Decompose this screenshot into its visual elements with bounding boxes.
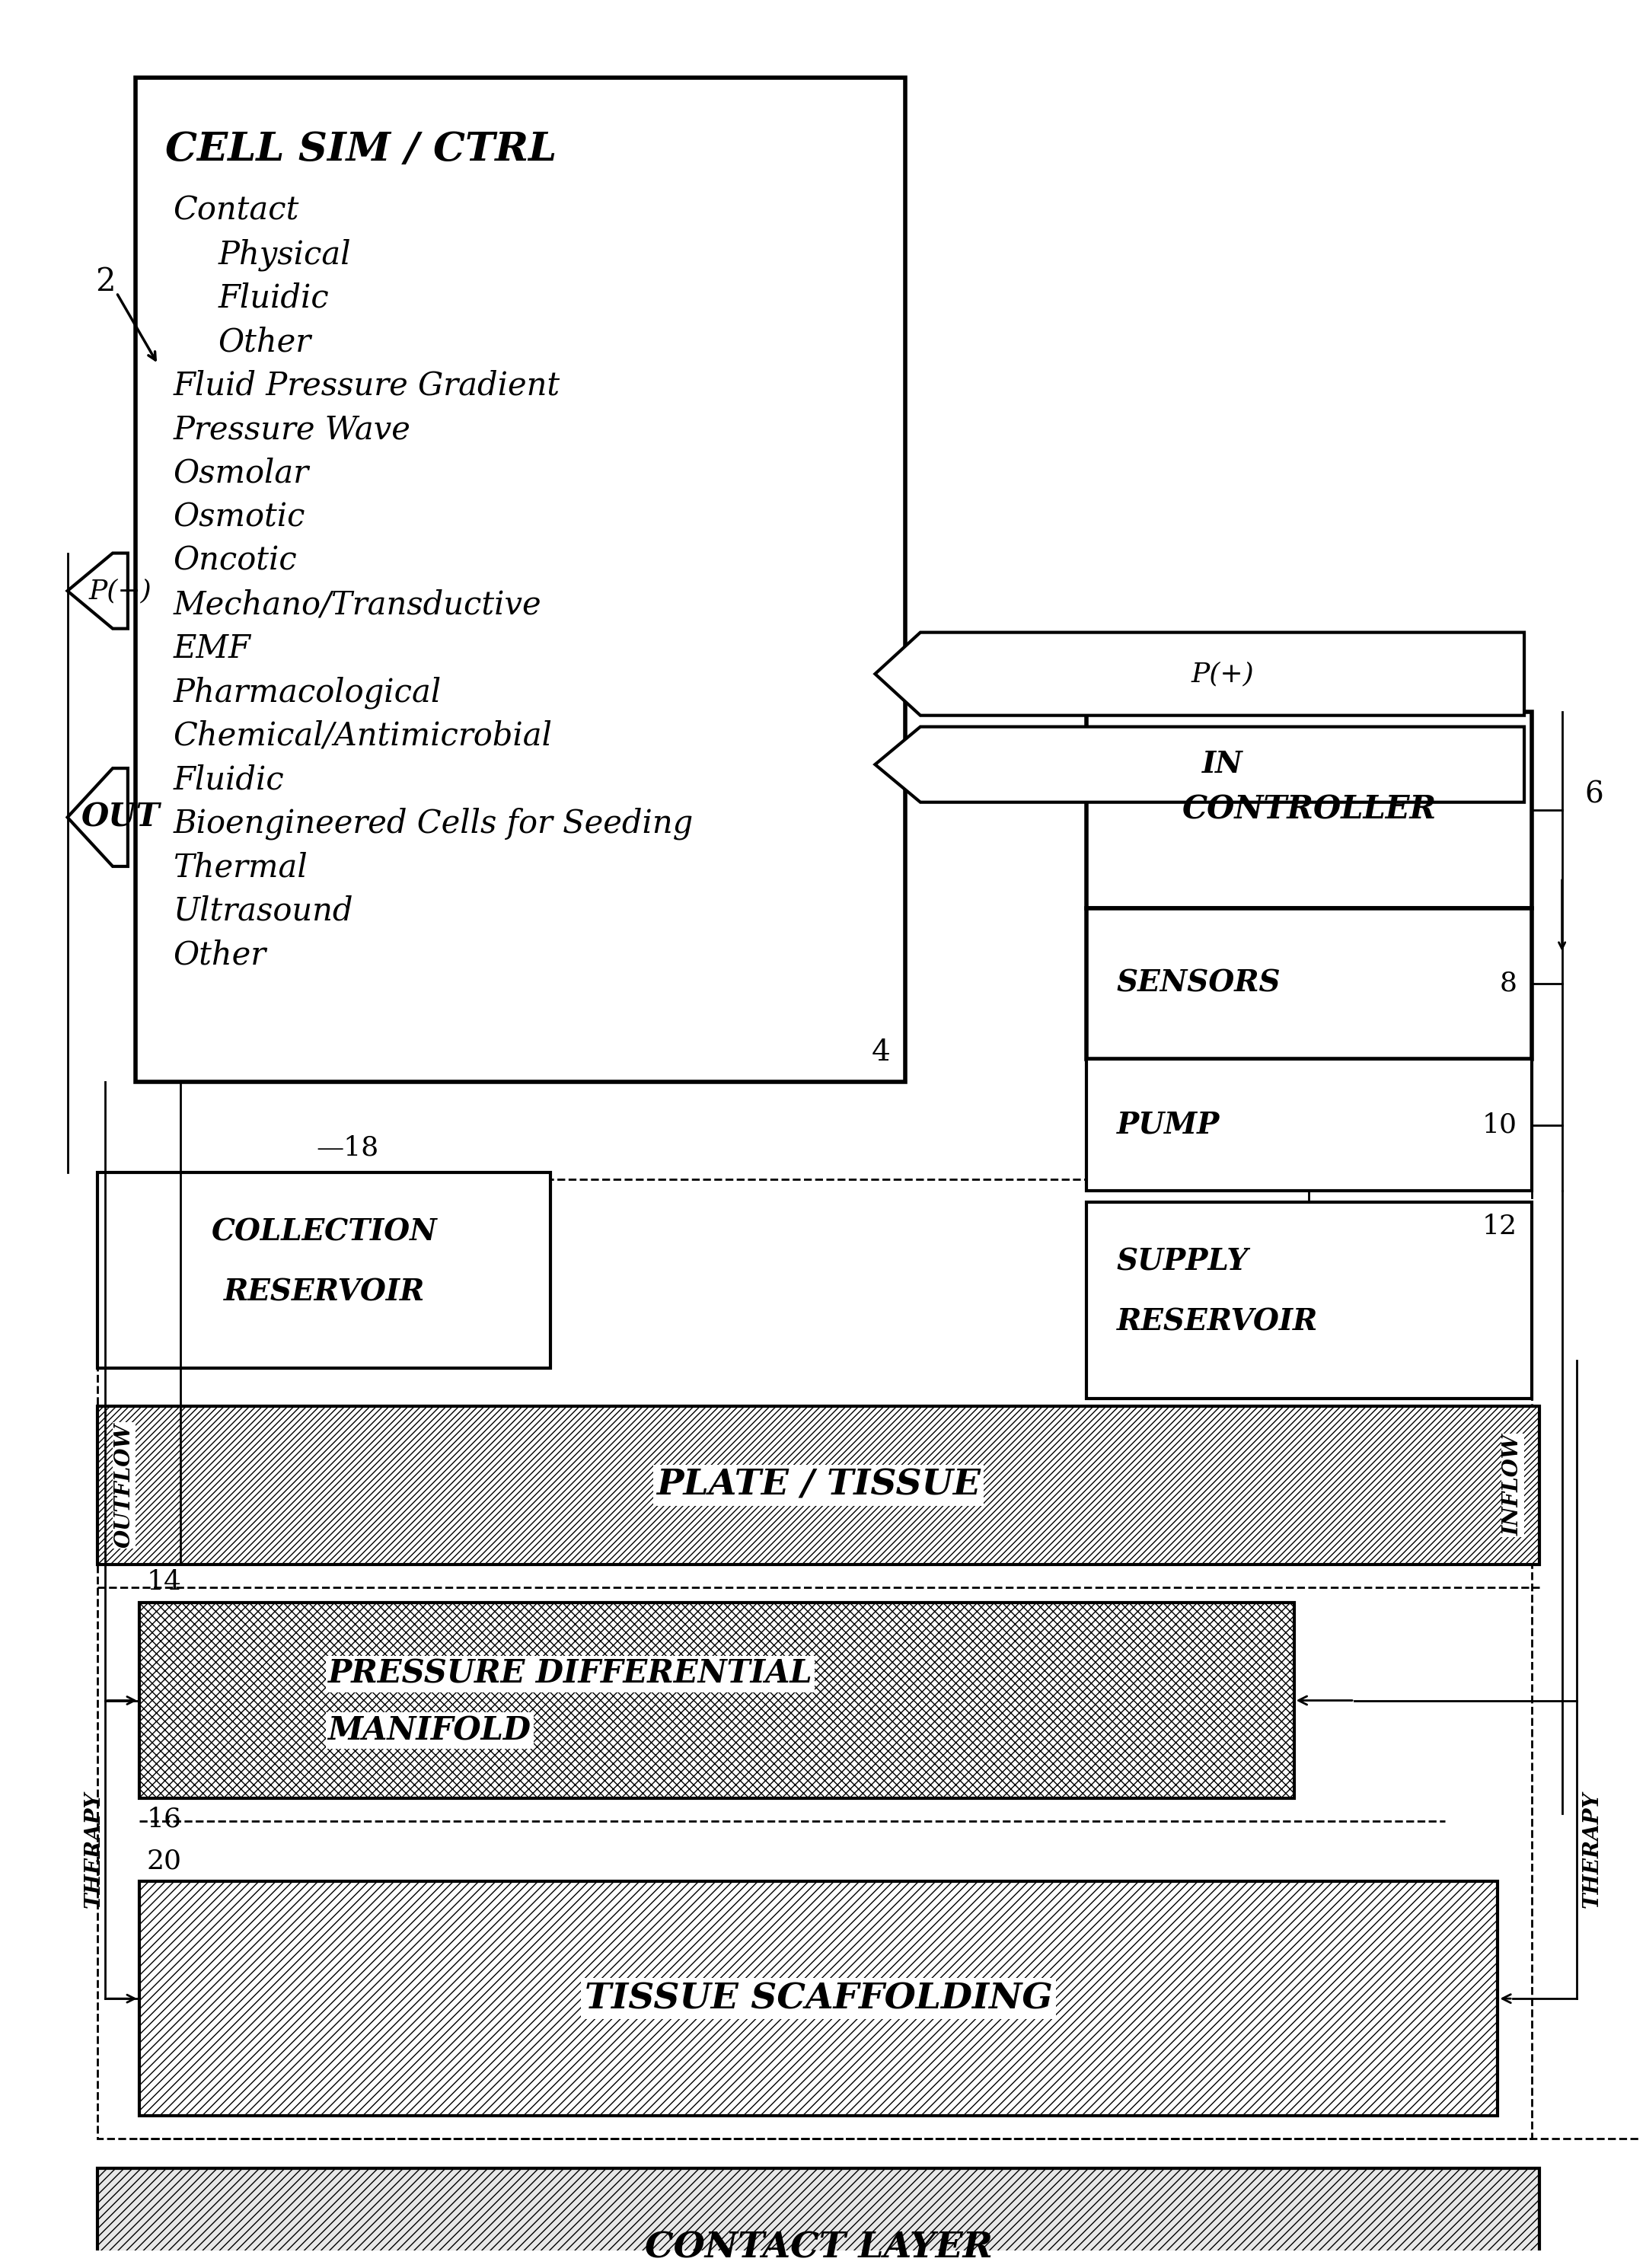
Bar [140, 1601, 1294, 1799]
Bar [1086, 907, 1532, 1059]
Text: PUMP: PUMP [1116, 1111, 1220, 1139]
Text: Physical: Physical [219, 238, 351, 270]
Bar [1086, 1059, 1532, 1191]
Text: THERAPY: THERAPY [84, 1792, 104, 1907]
Text: SENSORS: SENSORS [1116, 968, 1281, 998]
Text: TISSUE SCAFFOLDING: TISSUE SCAFFOLDING [584, 1982, 1052, 2016]
Text: 12: 12 [1481, 1213, 1516, 1241]
Bar [1086, 712, 1532, 907]
Text: 10: 10 [1481, 1111, 1516, 1139]
Polygon shape [876, 726, 1524, 803]
Bar [135, 77, 905, 1082]
Text: Oncotic: Oncotic [173, 544, 296, 576]
Text: Other: Other [173, 939, 267, 971]
Text: 20: 20 [146, 1848, 181, 1873]
Text: 14: 14 [146, 1569, 181, 1594]
Text: PRESSURE DIFFERENTIAL: PRESSURE DIFFERENTIAL [328, 1658, 813, 1690]
Text: Contact: Contact [173, 195, 300, 227]
Bar [97, 1173, 550, 1368]
Text: 4: 4 [871, 1039, 890, 1066]
Text: —18: —18 [316, 1134, 379, 1161]
Text: CONTROLLER: CONTROLLER [1182, 794, 1437, 826]
Text: THERAPY: THERAPY [1582, 1792, 1603, 1907]
Text: 6: 6 [1585, 780, 1603, 810]
Polygon shape [876, 633, 1524, 714]
Text: 8: 8 [1500, 971, 1516, 996]
Text: P(−): P(−) [89, 578, 151, 603]
Text: Thermal: Thermal [173, 850, 308, 882]
Text: Pharmacological: Pharmacological [173, 676, 441, 708]
Text: INFLOW: INFLOW [1503, 1436, 1523, 1535]
Text: Osmotic: Osmotic [173, 501, 305, 533]
Bar [1086, 1202, 1532, 1399]
Text: Fluidic: Fluidic [219, 281, 329, 315]
Text: OUT: OUT [81, 801, 160, 832]
Text: CONTACT LAYER: CONTACT LAYER [645, 2229, 993, 2266]
Text: 2: 2 [95, 265, 115, 297]
Text: P(+): P(+) [1190, 660, 1254, 687]
Text: Osmolar: Osmolar [173, 458, 309, 490]
Text: CELL SIM / CTRL: CELL SIM / CTRL [166, 132, 556, 170]
Text: RESERVOIR: RESERVOIR [224, 1277, 425, 1306]
Text: Fluid Pressure Gradient: Fluid Pressure Gradient [173, 370, 560, 401]
Bar [97, 2168, 1539, 2268]
Polygon shape [67, 769, 128, 866]
Text: Chemical/Antimicrobial: Chemical/Antimicrobial [173, 719, 553, 753]
Text: COLLECTION: COLLECTION [211, 1218, 436, 1247]
Text: Bioengineered Cells for Seeding: Bioengineered Cells for Seeding [173, 807, 693, 839]
Bar [97, 1179, 1532, 2139]
Text: EMF: EMF [173, 633, 250, 665]
Text: Ultrasound: Ultrasound [173, 896, 354, 928]
Text: PLATE / TISSUE: PLATE / TISSUE [657, 1467, 981, 1504]
Polygon shape [67, 553, 128, 628]
Text: MANIFOLD: MANIFOLD [328, 1715, 532, 1746]
Text: Mechano/Transductive: Mechano/Transductive [173, 590, 542, 621]
Text: SUPPLY: SUPPLY [1116, 1247, 1248, 1277]
Text: OUTFLOW: OUTFLOW [114, 1422, 135, 1547]
Text: Pressure Wave: Pressure Wave [173, 413, 410, 445]
Text: 16: 16 [146, 1805, 181, 1833]
Text: Other: Other [219, 327, 311, 358]
Text: RESERVOIR: RESERVOIR [1116, 1309, 1318, 1336]
Bar [97, 1406, 1539, 1565]
Bar [140, 1882, 1498, 2116]
Text: IN: IN [1202, 751, 1243, 778]
Text: Fluidic: Fluidic [173, 764, 285, 796]
